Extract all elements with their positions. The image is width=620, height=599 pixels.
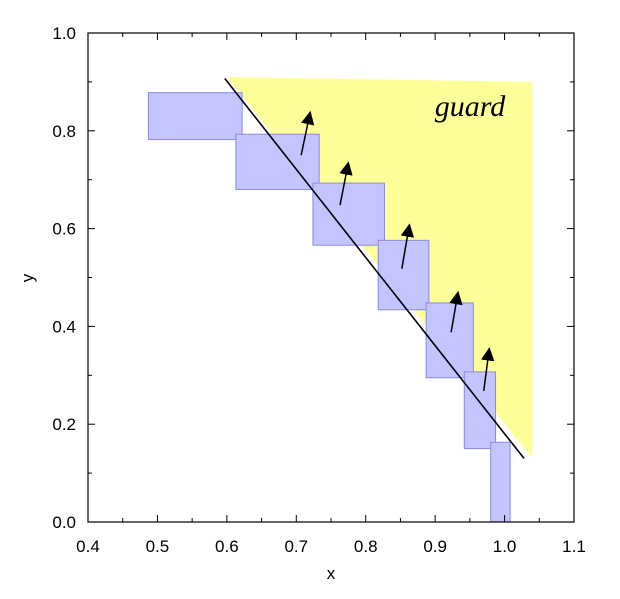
enclosure-box bbox=[312, 182, 385, 246]
enclosure-box bbox=[147, 92, 243, 141]
x-tick-label: 0.9 bbox=[423, 537, 447, 556]
plot-content bbox=[147, 77, 533, 522]
enclosure-box bbox=[377, 239, 430, 311]
guard-annotation: guard bbox=[435, 90, 507, 123]
x-tick-label: 0.8 bbox=[354, 537, 378, 556]
direction-arrow bbox=[339, 161, 353, 206]
x-tick-label: 0.6 bbox=[215, 537, 239, 556]
x-tick-label: 0.4 bbox=[76, 537, 100, 556]
direction-arrow bbox=[481, 347, 495, 392]
enclosure-box bbox=[490, 441, 511, 522]
x-tick-label: 1.1 bbox=[562, 537, 586, 556]
y-tick-label: 0.8 bbox=[52, 122, 76, 141]
x-axis-label: x bbox=[327, 564, 336, 583]
boundary-line bbox=[224, 77, 525, 459]
y-tick-labels: 0.0 0.2 0.4 0.6 0.8 1.0 bbox=[52, 24, 76, 532]
y-tick-label: 0.6 bbox=[52, 220, 76, 239]
y-tick-label: 1.0 bbox=[52, 24, 76, 43]
enclosure-box bbox=[463, 371, 497, 450]
y-tick-label: 0.0 bbox=[52, 513, 76, 532]
direction-arrow bbox=[449, 290, 463, 333]
y-axis-label: y bbox=[18, 273, 37, 282]
direction-arrow bbox=[300, 110, 315, 156]
axes-ticks bbox=[87, 32, 575, 523]
y-tick-label: 0.2 bbox=[52, 415, 76, 434]
y-tick-label: 0.4 bbox=[52, 317, 76, 336]
direction-arrow bbox=[400, 223, 415, 269]
x-tick-label: 1.0 bbox=[493, 537, 517, 556]
x-tick-labels: 0.4 0.5 0.6 0.7 0.8 0.9 1.0 1.1 bbox=[76, 537, 586, 556]
x-tick-label: 0.7 bbox=[284, 537, 308, 556]
x-tick-label: 0.5 bbox=[146, 537, 170, 556]
enclosure-box bbox=[235, 133, 320, 190]
enclosure-box bbox=[425, 302, 474, 379]
